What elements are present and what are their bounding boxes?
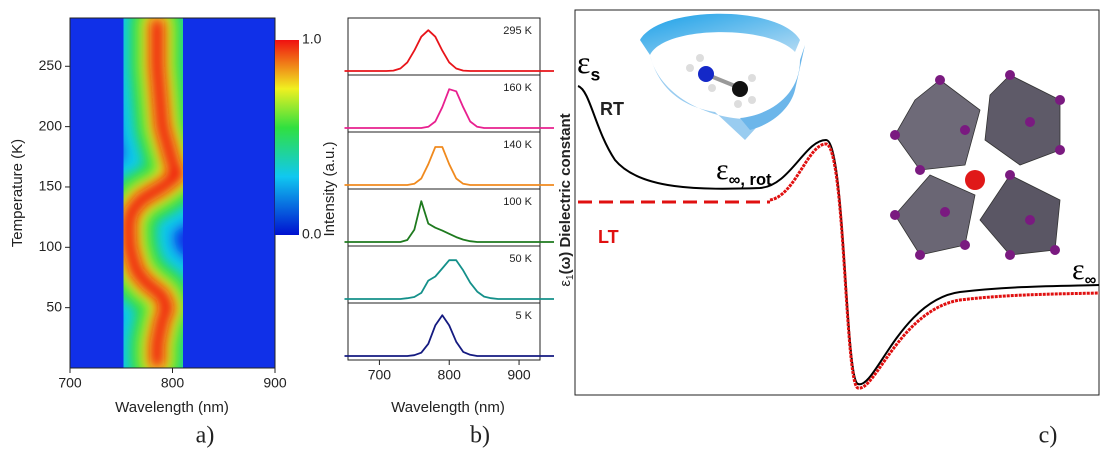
x-tick-label: 900 bbox=[507, 367, 531, 383]
colorbar-tick-label: 1.0 bbox=[302, 31, 322, 47]
spectrum-group bbox=[344, 259, 554, 300]
y-axis-label: Intensity (a.u.) bbox=[321, 141, 338, 236]
x-tick-label: 800 bbox=[438, 367, 462, 383]
x-axis-label: Wavelength (nm) bbox=[115, 399, 229, 416]
colorbar-tick-label: 0.0 bbox=[302, 226, 322, 242]
subscript: ∞ bbox=[1085, 271, 1097, 289]
spectrum-line bbox=[344, 88, 554, 129]
y-tick-label: 200 bbox=[39, 117, 63, 133]
spectrum-line bbox=[344, 314, 554, 357]
series-label: 140 K bbox=[503, 139, 532, 151]
eps-rot-label: ε∞, rot bbox=[716, 153, 772, 189]
panel-label: b) bbox=[470, 423, 490, 449]
heatmap bbox=[70, 18, 275, 368]
spectrum-line bbox=[344, 259, 554, 300]
y-axis-label: ε1(ω) Dielectric constant bbox=[557, 113, 576, 286]
x-axis-label: Wavelength (nm) bbox=[391, 399, 505, 416]
subscript: s bbox=[590, 64, 600, 84]
y-label-part: 1 bbox=[565, 274, 576, 280]
y-label-part: (ω) Dielectric constant bbox=[557, 113, 574, 274]
spectrum-line bbox=[344, 200, 554, 243]
series-label: 5 K bbox=[515, 310, 532, 322]
x-tick-label: 700 bbox=[368, 367, 392, 383]
y-tick-label: 100 bbox=[39, 238, 63, 254]
spectrum-group bbox=[344, 200, 554, 243]
symbol: ε bbox=[1072, 253, 1085, 286]
plot-frame bbox=[574, 9, 1100, 396]
lt-curve bbox=[769, 142, 1100, 390]
x-tick-label: 800 bbox=[161, 375, 185, 391]
y-tick-label: 150 bbox=[39, 178, 63, 194]
series-label: 100 K bbox=[503, 196, 532, 208]
series-label: 295 K bbox=[503, 25, 532, 37]
series-label: 160 K bbox=[503, 82, 532, 94]
heat-ridge bbox=[121, 18, 185, 368]
panel-label: a) bbox=[196, 423, 215, 449]
spectrum-group bbox=[344, 88, 554, 129]
panel-label: c) bbox=[1039, 423, 1058, 449]
subscript: ∞, rot bbox=[729, 171, 772, 189]
series-label: 50 K bbox=[509, 253, 532, 265]
spectrum-line bbox=[344, 146, 554, 186]
y-tick-label: 50 bbox=[46, 298, 62, 314]
lt-label: LT bbox=[598, 227, 619, 247]
y-label-part: ε bbox=[557, 280, 574, 287]
symbol: ε bbox=[716, 153, 729, 186]
eps-inf-label: ε∞ bbox=[1072, 253, 1097, 289]
y-tick-label: 250 bbox=[39, 57, 63, 73]
eps-s-label: εs bbox=[577, 44, 600, 84]
spectrum-line bbox=[344, 29, 554, 72]
y-axis-label: Temperature (K) bbox=[9, 139, 26, 247]
symbol: ε bbox=[577, 44, 590, 80]
subplot-frame bbox=[347, 302, 541, 361]
colorbar bbox=[275, 40, 299, 235]
crystal-illustration bbox=[890, 70, 1065, 260]
molecule-illustration bbox=[640, 13, 805, 140]
spectrum-group bbox=[344, 146, 554, 186]
spectrum-group bbox=[344, 314, 554, 357]
rt-label: RT bbox=[600, 99, 624, 119]
x-tick-label: 700 bbox=[58, 375, 82, 391]
x-tick-label: 900 bbox=[263, 375, 287, 391]
spectrum-group bbox=[344, 29, 554, 72]
